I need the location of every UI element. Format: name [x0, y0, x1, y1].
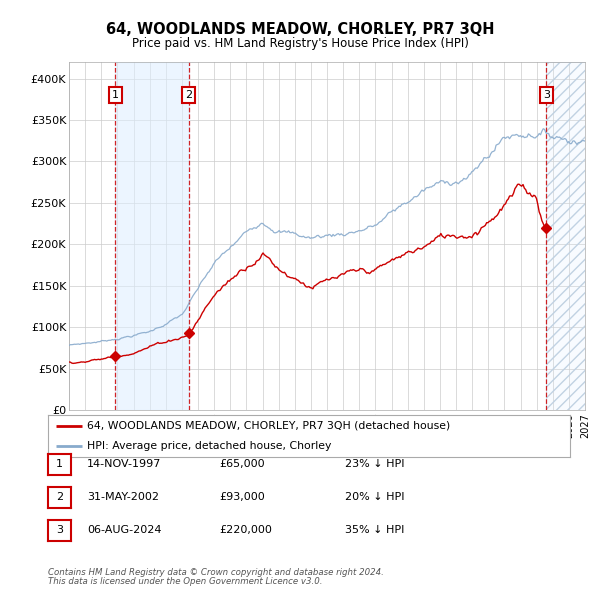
Text: Price paid vs. HM Land Registry's House Price Index (HPI): Price paid vs. HM Land Registry's House … — [131, 37, 469, 50]
Text: 14-NOV-1997: 14-NOV-1997 — [87, 460, 161, 469]
Text: 35% ↓ HPI: 35% ↓ HPI — [345, 526, 404, 535]
Text: 64, WOODLANDS MEADOW, CHORLEY, PR7 3QH (detached house): 64, WOODLANDS MEADOW, CHORLEY, PR7 3QH (… — [87, 421, 451, 431]
Text: 06-AUG-2024: 06-AUG-2024 — [87, 526, 161, 535]
Bar — [546, 62, 585, 410]
Text: 20% ↓ HPI: 20% ↓ HPI — [345, 493, 404, 502]
Bar — [115, 62, 188, 410]
Text: 23% ↓ HPI: 23% ↓ HPI — [345, 460, 404, 469]
Text: £65,000: £65,000 — [219, 460, 265, 469]
Text: 2: 2 — [185, 90, 192, 100]
Text: 1: 1 — [112, 90, 119, 100]
Text: 3: 3 — [56, 526, 63, 535]
Text: This data is licensed under the Open Government Licence v3.0.: This data is licensed under the Open Gov… — [48, 578, 323, 586]
Bar — [546, 62, 585, 410]
Text: Contains HM Land Registry data © Crown copyright and database right 2024.: Contains HM Land Registry data © Crown c… — [48, 568, 384, 577]
Text: 1: 1 — [56, 460, 63, 469]
Text: 2: 2 — [56, 493, 63, 502]
Text: 31-MAY-2002: 31-MAY-2002 — [87, 493, 159, 502]
Text: HPI: Average price, detached house, Chorley: HPI: Average price, detached house, Chor… — [87, 441, 332, 451]
Text: £220,000: £220,000 — [219, 526, 272, 535]
Text: 3: 3 — [543, 90, 550, 100]
Text: 64, WOODLANDS MEADOW, CHORLEY, PR7 3QH: 64, WOODLANDS MEADOW, CHORLEY, PR7 3QH — [106, 22, 494, 37]
Text: £93,000: £93,000 — [219, 493, 265, 502]
